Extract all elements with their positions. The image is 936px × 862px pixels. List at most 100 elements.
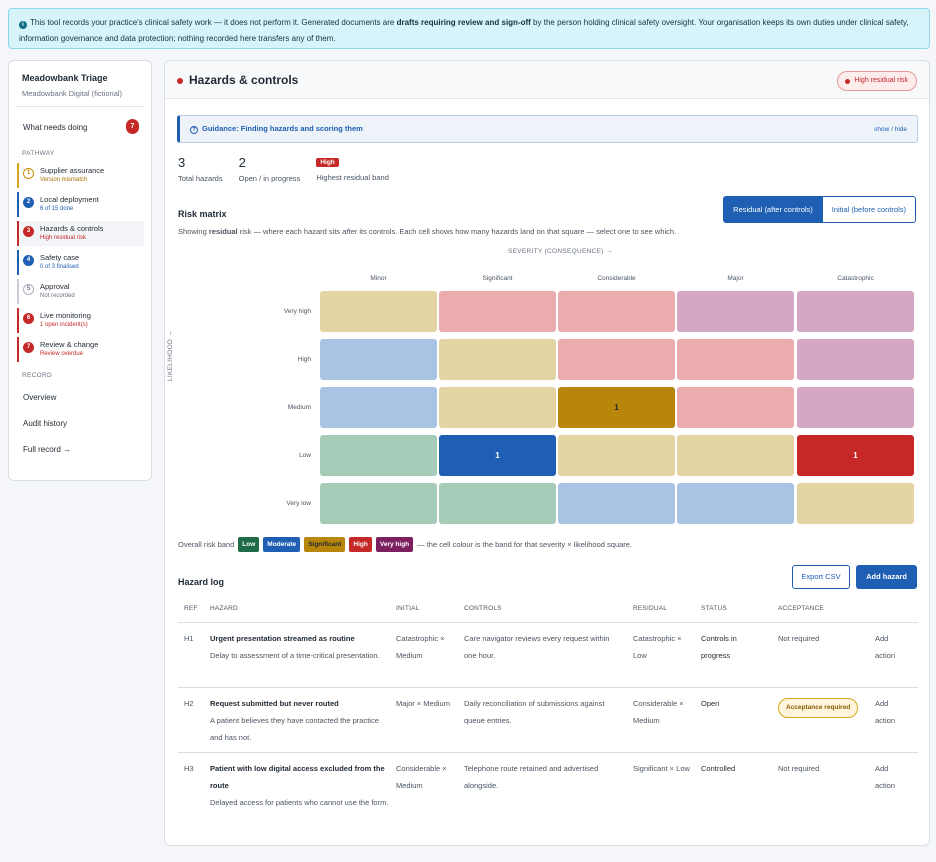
matrix-cell[interactable] — [439, 483, 556, 524]
residual-col-header: RESIDUAL — [633, 605, 668, 612]
matrix-cell[interactable] — [320, 291, 437, 332]
export-csv-button[interactable]: Export CSV — [792, 565, 850, 589]
desc-mid: risk — where each hazard sits — [237, 227, 343, 236]
org-name: Meadowbank Triage — [22, 73, 108, 83]
residual-rating: Catastrophic × Low — [633, 634, 682, 660]
step-status: 0 of 3 finalised — [40, 264, 79, 270]
matrix-cell[interactable] — [677, 387, 794, 428]
hazard-description: A patient believes they have contacted t… — [210, 716, 379, 742]
guidance-panel[interactable]: ? Guidance: Finding hazards and scoring t… — [177, 115, 918, 143]
matrix-cell[interactable] — [320, 387, 437, 428]
acceptance-text: Not required — [778, 764, 820, 773]
matrix-cell[interactable] — [797, 339, 914, 380]
add-hazard-button[interactable]: Add hazard — [856, 565, 917, 589]
add-action-link[interactable]: Add action — [875, 764, 896, 790]
step-label: Review & change — [40, 340, 99, 349]
likelihood-header: Very low — [286, 500, 311, 507]
hazard-col-header: HAZARD — [210, 605, 238, 612]
residual-rating: Considerable × Medium — [633, 699, 684, 725]
initial-toggle[interactable]: Initial (before controls) — [822, 196, 916, 223]
hazard-description: Delay to assessment of a time-critical p… — [210, 651, 380, 660]
matrix-cell[interactable] — [558, 483, 675, 524]
add-action-link[interactable]: Add action — [875, 634, 896, 660]
initial-col-header: INITIAL — [396, 605, 420, 612]
audit-history-link[interactable]: Audit history — [23, 419, 68, 428]
matrix-cell[interactable] — [797, 291, 914, 332]
matrix-cell[interactable] — [320, 435, 437, 476]
step-status: 1 open incident(s) — [40, 322, 88, 328]
acceptance-text: Not required — [778, 634, 820, 643]
pathway-steps: 1 Supplier assurance Version mismatch 2 Loca… — [9, 163, 151, 362]
status-col-header: STATUS — [701, 605, 727, 612]
legend-low: Low — [238, 537, 260, 552]
step-number-icon: 6 — [23, 313, 34, 324]
guidance-toggle[interactable]: show / hide — [874, 125, 907, 133]
pathway-step-6[interactable]: 6 Live monitoring 1 open incident(s) — [17, 308, 144, 333]
hazard-ref: H1 — [184, 634, 194, 643]
stat-band: High Highest residual band — [316, 155, 389, 183]
banner-text-bold: drafts requiring review and sign-off — [396, 18, 531, 27]
info-icon: i — [19, 21, 27, 29]
risk-matrix-description: Showing residual risk — where each hazar… — [178, 227, 676, 236]
what-needs-doing-link[interactable]: What needs doing 7 — [15, 117, 145, 137]
matrix-cell[interactable] — [797, 387, 914, 428]
matrix-cell[interactable] — [558, 291, 675, 332]
matrix-cell[interactable] — [439, 291, 556, 332]
hazard-title: Patient with low digital access excluded… — [210, 764, 385, 790]
row-divider — [178, 687, 918, 688]
risk-band-legend: Overall risk band Low Moderate Significa… — [178, 537, 632, 552]
matrix-cell[interactable] — [677, 483, 794, 524]
step-number-icon: 3 — [23, 226, 34, 237]
residual-rating: Significant × Low — [633, 764, 690, 773]
residual-toggle[interactable]: Residual (after controls) — [723, 196, 823, 223]
severity-axis-label: SEVERITY (CONSEQUENCE) → — [508, 248, 613, 255]
matrix-cell[interactable] — [558, 339, 675, 380]
matrix-cell[interactable] — [439, 339, 556, 380]
acceptance-col-header: ACCEPTANCE — [778, 605, 824, 612]
matrix-cell[interactable] — [677, 435, 794, 476]
legend-significant: Significant — [304, 537, 346, 552]
status-text: Controlled — [701, 764, 736, 773]
status-dot-icon — [177, 78, 183, 84]
legend-note: — the cell colour is the band for that s… — [417, 540, 633, 549]
matrix-cell[interactable] — [797, 483, 914, 524]
guidance-title-wrap: ? Guidance: Finding hazards and scoring t… — [190, 124, 363, 134]
matrix-cell[interactable] — [439, 387, 556, 428]
likelihood-header: High — [297, 356, 311, 363]
overview-link[interactable]: Overview — [23, 393, 57, 402]
guidance-title: Guidance: Finding hazards and scoring th… — [202, 124, 363, 133]
likelihood-header: Medium — [287, 404, 311, 411]
add-action-link[interactable]: Add action — [875, 699, 896, 725]
matrix-cell[interactable] — [558, 435, 675, 476]
hazard-title: Urgent presentation streamed as routine — [210, 634, 355, 643]
step-label: Live monitoring — [40, 311, 91, 320]
pathway-step-2[interactable]: 2 Local deployment 6 of 15 done — [17, 192, 144, 217]
pathway-step-4[interactable]: 4 Safety case 0 of 3 finalised — [17, 250, 144, 275]
status-text: Open — [701, 699, 720, 708]
matrix-cell[interactable]: 1 — [558, 387, 675, 428]
row-divider — [178, 622, 918, 623]
matrix-cell[interactable]: 1 — [439, 435, 556, 476]
ref-col-header: REF — [184, 605, 198, 612]
matrix-cell[interactable] — [677, 339, 794, 380]
controls-col-header: CONTROLS — [464, 605, 502, 612]
pathway-step-3[interactable]: 3 Hazards & controls High residual risk — [17, 221, 144, 246]
open-hazards-label: Open / in progress — [238, 174, 301, 183]
step-number-icon: 2 — [23, 197, 34, 208]
status-text: Controls in progress — [701, 634, 737, 660]
controls-text: Daily reconciliation of submissions agai… — [464, 699, 605, 725]
legend-high: High — [349, 537, 372, 552]
matrix-cell[interactable] — [320, 339, 437, 380]
pathway-step-7[interactable]: 7 Review & change Review overdue — [17, 337, 144, 362]
matrix-cell[interactable] — [677, 291, 794, 332]
step-status: High residual risk — [40, 235, 87, 241]
initial-rating: Major × Medium — [396, 699, 450, 708]
panel-header: Hazards & controls High residual risk — [165, 61, 929, 99]
pathway-step-5[interactable]: 5 Approval Not recorded — [17, 279, 144, 304]
pathway-step-1[interactable]: 1 Supplier assurance Version mismatch — [17, 163, 144, 188]
matrix-cell[interactable]: 1 — [797, 435, 914, 476]
hazard-ref: H2 — [184, 699, 194, 708]
highest-band-badge: High — [316, 158, 339, 167]
full-record-link[interactable]: Full record → — [23, 445, 72, 454]
matrix-cell[interactable] — [320, 483, 437, 524]
